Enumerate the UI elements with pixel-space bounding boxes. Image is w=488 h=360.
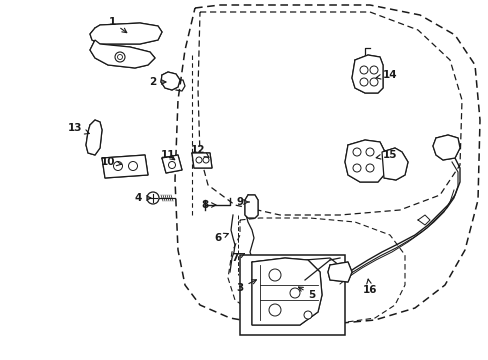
Text: 14: 14: [375, 70, 397, 80]
Circle shape: [289, 288, 299, 298]
Polygon shape: [90, 23, 162, 44]
Circle shape: [369, 78, 377, 86]
Circle shape: [196, 157, 202, 163]
Text: 2: 2: [149, 77, 165, 87]
Circle shape: [268, 304, 281, 316]
Circle shape: [352, 148, 360, 156]
Text: 7: 7: [231, 253, 244, 263]
Polygon shape: [86, 120, 102, 155]
Polygon shape: [244, 195, 258, 218]
Bar: [240, 255, 345, 335]
Polygon shape: [345, 140, 383, 182]
Text: 13: 13: [68, 123, 89, 134]
Polygon shape: [251, 258, 321, 325]
Circle shape: [359, 78, 367, 86]
Polygon shape: [351, 55, 382, 93]
Circle shape: [369, 66, 377, 74]
Polygon shape: [432, 135, 459, 160]
Text: 8: 8: [201, 200, 216, 210]
Polygon shape: [192, 153, 212, 168]
Text: 12: 12: [190, 145, 208, 157]
Text: 1: 1: [108, 17, 126, 33]
Circle shape: [203, 157, 208, 163]
Circle shape: [359, 66, 367, 74]
Circle shape: [365, 148, 373, 156]
Circle shape: [117, 54, 122, 59]
Text: 16: 16: [362, 279, 376, 295]
Polygon shape: [90, 40, 155, 68]
Text: 3: 3: [236, 280, 256, 293]
Polygon shape: [102, 155, 148, 178]
Circle shape: [168, 162, 175, 168]
Circle shape: [268, 269, 281, 281]
Text: 4: 4: [134, 193, 151, 203]
Circle shape: [352, 164, 360, 172]
Polygon shape: [162, 155, 182, 173]
Circle shape: [128, 162, 137, 171]
Polygon shape: [381, 148, 407, 180]
Polygon shape: [327, 262, 351, 282]
Circle shape: [113, 162, 122, 171]
Circle shape: [304, 311, 311, 319]
Circle shape: [365, 164, 373, 172]
Polygon shape: [161, 72, 180, 90]
Text: 15: 15: [375, 150, 396, 160]
Text: 11: 11: [161, 150, 175, 160]
Circle shape: [147, 192, 159, 204]
Text: 6: 6: [214, 233, 228, 243]
Text: 9: 9: [236, 197, 248, 207]
Text: 10: 10: [101, 157, 121, 167]
Circle shape: [115, 52, 125, 62]
Text: 5: 5: [298, 287, 315, 300]
